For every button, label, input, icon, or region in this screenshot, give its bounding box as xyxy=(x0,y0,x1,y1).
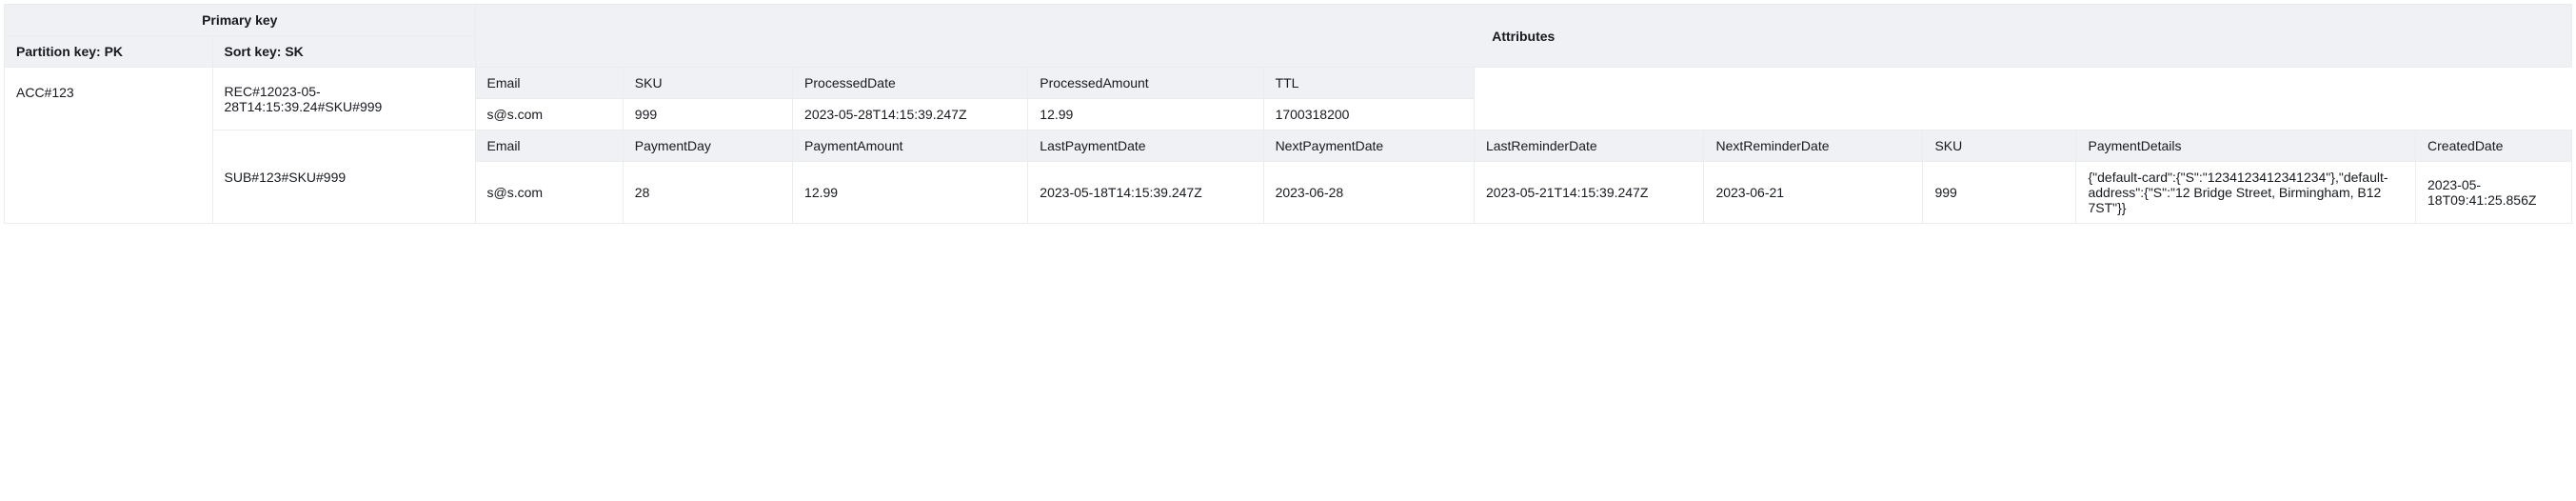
attr-header-paymentdetails: PaymentDetails xyxy=(2076,130,2416,162)
attr-header-processedamount: ProcessedAmount xyxy=(1028,68,1263,99)
attr-header-createddate: CreatedDate xyxy=(2416,130,2572,162)
attr-value-ttl: 1700318200 xyxy=(1263,99,1474,130)
attr-value-nextreminderdate: 2023-06-21 xyxy=(1704,162,1923,224)
table-row: SUB#123#SKU#999 Email PaymentDay Payment… xyxy=(5,130,2572,162)
sort-key-value: SUB#123#SKU#999 xyxy=(212,130,475,224)
attr-value-nextpaymentdate: 2023-06-28 xyxy=(1263,162,1474,224)
empty-cell xyxy=(1474,68,2571,99)
attr-header-lastreminderdate: LastReminderDate xyxy=(1474,130,1704,162)
attr-value-email: s@s.com xyxy=(475,162,623,224)
attr-value-paymentamount: 12.99 xyxy=(793,162,1028,224)
attr-value-email: s@s.com xyxy=(475,99,623,130)
sort-key-value: REC#12023-05-28T14:15:39.24#SKU#999 xyxy=(212,68,475,130)
attr-value-sku: 999 xyxy=(623,99,792,130)
attr-header-ttl: TTL xyxy=(1263,68,1474,99)
attr-header-paymentday: PaymentDay xyxy=(623,130,792,162)
attr-header-nextreminderdate: NextReminderDate xyxy=(1704,130,1923,162)
attr-header-nextpaymentdate: NextPaymentDate xyxy=(1263,130,1474,162)
attr-header-email: Email xyxy=(475,130,623,162)
attr-header-sku: SKU xyxy=(623,68,792,99)
attr-header-processeddate: ProcessedDate xyxy=(793,68,1028,99)
attr-value-paymentday: 28 xyxy=(623,162,792,224)
primary-key-header: Primary key xyxy=(5,5,476,36)
dynamodb-item-table: Primary key Attributes Partition key: PK… xyxy=(4,4,2572,224)
attr-value-processeddate: 2023-05-28T14:15:39.247Z xyxy=(793,99,1028,130)
empty-cell xyxy=(1474,99,2571,130)
attributes-header: Attributes xyxy=(475,5,2571,68)
attr-header-sku: SKU xyxy=(1923,130,2076,162)
attr-value-createddate: 2023-05-18T09:41:25.856Z xyxy=(2416,162,2572,224)
attr-value-paymentdetails: {"default-card":{"S":"1234123412341234"}… xyxy=(2076,162,2416,224)
attr-header-lastpaymentdate: LastPaymentDate xyxy=(1028,130,1263,162)
table-row: ACC#123 REC#12023-05-28T14:15:39.24#SKU#… xyxy=(5,68,2572,99)
attr-header-email: Email xyxy=(475,68,623,99)
attr-value-processedamount: 12.99 xyxy=(1028,99,1263,130)
attr-value-sku: 999 xyxy=(1923,162,2076,224)
attr-value-lastpaymentdate: 2023-05-18T14:15:39.247Z xyxy=(1028,162,1263,224)
partition-key-value: ACC#123 xyxy=(5,68,213,224)
attr-value-lastreminderdate: 2023-05-21T14:15:39.247Z xyxy=(1474,162,1704,224)
partition-key-header: Partition key: PK xyxy=(5,36,213,68)
attr-header-paymentamount: PaymentAmount xyxy=(793,130,1028,162)
sort-key-header: Sort key: SK xyxy=(212,36,475,68)
